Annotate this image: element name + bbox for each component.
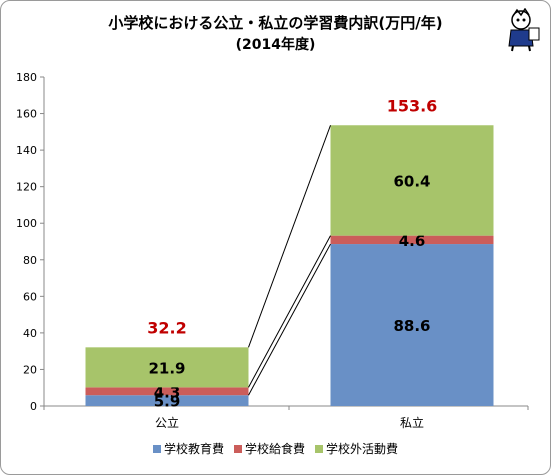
category-label: 公立 — [155, 415, 179, 430]
data-label: 5.9 — [154, 393, 181, 411]
data-label: 88.6 — [393, 317, 430, 335]
y-tick-label: 180 — [16, 71, 37, 84]
chart-subtitle: (2014年度) — [235, 37, 316, 53]
legend-swatch — [233, 444, 242, 453]
y-tick-label: 80 — [23, 254, 37, 267]
bar-segment — [330, 235, 494, 245]
legend-swatch — [152, 444, 161, 453]
y-tick-label: 140 — [16, 144, 37, 157]
series-connector-line — [248, 235, 331, 388]
y-tick-label: 160 — [16, 108, 37, 121]
y-tick-label: 0 — [30, 400, 37, 413]
bar-segment — [330, 125, 494, 236]
y-tick-label: 20 — [23, 363, 37, 376]
data-label: 60.4 — [393, 172, 430, 190]
y-tick-label: 100 — [16, 217, 37, 230]
mascot-logo — [508, 8, 540, 52]
bar-segment — [85, 347, 249, 388]
y-tick-label: 60 — [23, 290, 37, 303]
data-label: 4.3 — [154, 383, 181, 401]
bar-segment — [330, 244, 494, 406]
y-tick-label: 120 — [16, 181, 37, 194]
series-connector-line — [248, 243, 331, 396]
legend-label: 学校給食費 — [244, 442, 305, 456]
legend-item: 学校外活動費 — [315, 440, 398, 457]
bar-segment — [85, 387, 249, 396]
bar-segment — [85, 395, 249, 406]
legend-label: 学校教育費 — [163, 442, 224, 456]
chart-title: 小学校における公立・私立の学習費内訳(万円/年) — [108, 14, 443, 32]
legend-swatch — [315, 444, 323, 453]
legend-item: 学校給食費 — [233, 440, 305, 457]
legend-label: 学校外活動費 — [326, 442, 399, 456]
data-label: 4.6 — [399, 232, 426, 250]
legend-item: 学校教育費 — [152, 440, 224, 457]
data-label: 21.9 — [148, 359, 185, 377]
category-label: 私立 — [400, 415, 424, 430]
legend: 学校教育費 学校給食費 学校外活動費 — [0, 440, 551, 457]
y-tick-label: 40 — [23, 327, 37, 340]
total-label: 153.6 — [387, 96, 438, 115]
total-label: 32.2 — [147, 318, 186, 337]
series-connector-line — [248, 125, 331, 348]
